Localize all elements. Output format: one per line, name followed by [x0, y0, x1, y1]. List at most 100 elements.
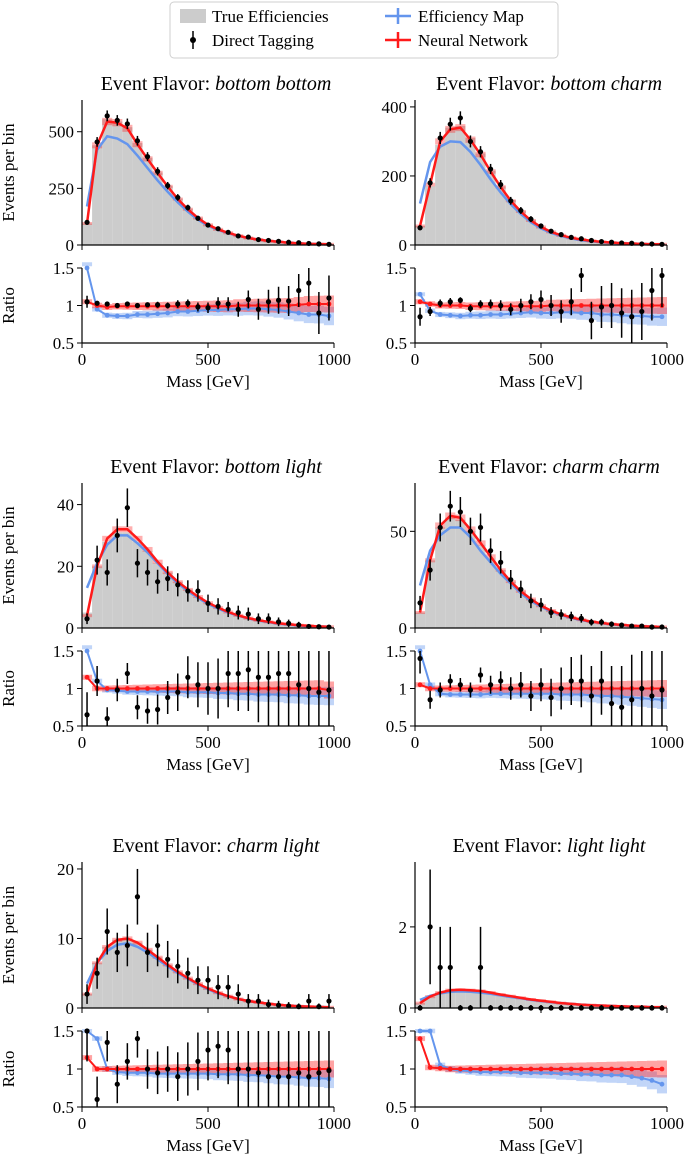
direct-ratio-point — [265, 299, 272, 305]
direct-point — [437, 135, 443, 141]
y-tick-label: 20 — [57, 557, 74, 576]
direct-ratio-point — [225, 670, 231, 677]
panel-title: Event Flavor: bottom charm — [436, 73, 662, 95]
nn-ratio-point — [417, 299, 423, 305]
effmap-ratio-point — [437, 312, 443, 317]
direct-ratio-point — [467, 687, 474, 693]
direct-ratio-point — [185, 1066, 191, 1072]
direct-ratio-point — [326, 687, 332, 693]
x-tick-label: 500 — [195, 350, 221, 369]
truth-bar — [525, 999, 536, 1008]
direct-ratio-point — [124, 670, 130, 677]
direct-point — [528, 216, 534, 222]
panel-bottom-light: Event Flavor: bottom light 0 20 40 Events pe… — [0, 456, 351, 774]
direct-point — [165, 183, 171, 189]
direct-ratio-point — [144, 708, 151, 714]
direct-point — [84, 219, 90, 225]
direct-ratio-point — [144, 302, 151, 308]
y-tick-label: 0 — [399, 619, 408, 638]
direct-point — [134, 560, 141, 566]
direct-point — [316, 241, 322, 247]
direct-ratio-point — [286, 670, 292, 677]
nn-ratio-point — [84, 674, 90, 680]
direct-point — [265, 1001, 272, 1008]
ratio-y-tick-label: 1.5 — [386, 259, 407, 278]
x-tick-label: 0 — [78, 350, 87, 369]
truth-bar — [455, 519, 466, 628]
truth-bar — [192, 597, 203, 628]
ratio-y-tick-label: 1.5 — [53, 1022, 74, 1041]
direct-ratio-point — [649, 287, 655, 294]
direct-point — [215, 603, 221, 610]
truth-bar — [525, 599, 536, 628]
nn-ratio-point — [488, 1066, 493, 1072]
nn-ratio-point — [538, 1066, 544, 1072]
direct-ratio-point — [215, 300, 221, 306]
direct-point — [437, 964, 443, 971]
effmap-ratio-point — [659, 314, 665, 320]
nn-ratio-point — [306, 301, 312, 307]
direct-ratio-point — [155, 1070, 161, 1076]
nn-ratio-point — [518, 1066, 524, 1072]
nn-ratio-point — [609, 1066, 614, 1072]
direct-point — [225, 229, 231, 235]
direct-ratio-point — [155, 302, 161, 308]
truth-bar — [546, 1001, 557, 1008]
ratio-y-tick-label: 1 — [66, 1060, 75, 1079]
direct-ratio-point — [316, 689, 322, 695]
direct-point — [619, 240, 625, 246]
direct-point — [649, 241, 655, 247]
truth-bar — [425, 996, 436, 1008]
direct-ratio-point — [639, 308, 645, 315]
nn-ratio-point — [427, 686, 433, 691]
direct-point — [508, 577, 514, 583]
direct-ratio-point — [659, 687, 665, 693]
truth-bar — [243, 237, 254, 245]
truth-bar — [243, 618, 254, 628]
direct-point — [588, 237, 595, 244]
direct-point — [94, 139, 100, 145]
effmap-ratio-point — [599, 1072, 604, 1078]
nn-ratio-point — [457, 303, 463, 308]
panel-bottom-bottom: Event Flavor: bottom bottom 0 250 500 Events… — [0, 73, 351, 391]
x-tick-label: 500 — [528, 1114, 554, 1133]
nn-ratio-point — [508, 1066, 514, 1072]
direct-ratio-point — [629, 314, 635, 320]
effmap-ratio-point — [589, 1071, 594, 1077]
y-tick-label: 10 — [57, 929, 74, 948]
direct-point — [538, 223, 544, 229]
direct-point — [104, 113, 110, 119]
panel-title-prefix: Event Flavor: — [101, 73, 215, 95]
y-tick-label: 200 — [382, 167, 408, 186]
direct-ratio-point — [84, 299, 90, 305]
direct-point — [578, 236, 584, 242]
ratio-y-tick-label: 1.5 — [53, 259, 74, 278]
direct-point — [558, 232, 564, 238]
direct-ratio-point — [639, 685, 645, 692]
y-axis-label: Events per bin — [0, 506, 18, 605]
direct-ratio-point — [114, 687, 120, 693]
direct-ratio-point — [568, 299, 574, 305]
direct-ratio-point — [326, 295, 332, 301]
effmap-ratio-point — [84, 265, 90, 271]
direct-ratio-point — [265, 1074, 272, 1080]
nn-ratio-point — [145, 686, 150, 691]
direct-ratio-point — [316, 310, 322, 316]
truth-bar — [132, 143, 143, 245]
direct-ratio-point — [417, 314, 423, 320]
nn-ratio-point — [548, 1066, 554, 1072]
truth-bar — [515, 591, 526, 628]
truth-bar — [465, 531, 476, 628]
ratio-y-tick-label: 1.5 — [53, 642, 74, 661]
effmap-ratio-point — [427, 682, 433, 688]
direct-ratio-point — [437, 300, 443, 306]
direct-ratio-point — [144, 1066, 151, 1072]
direct-ratio-point — [84, 1028, 90, 1034]
direct-ratio-point — [316, 1070, 322, 1076]
truth-bar — [213, 992, 224, 1008]
truth-bar — [92, 566, 103, 628]
nn-ratio-point — [619, 1066, 625, 1072]
y-tick-label: 0 — [399, 999, 408, 1018]
truth-bar — [556, 235, 567, 245]
y-tick-label: 500 — [49, 123, 75, 142]
